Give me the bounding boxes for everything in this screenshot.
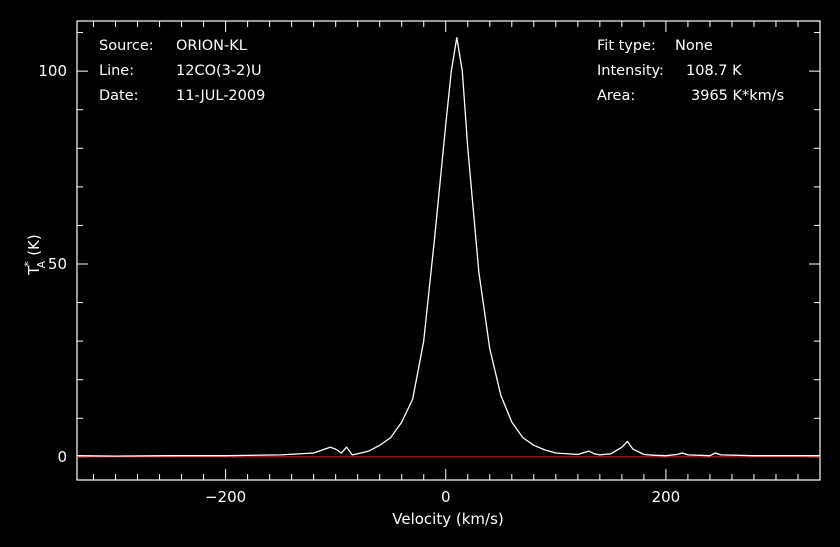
date-key: Date: <box>99 88 139 104</box>
intensity-value: 108.7 K <box>686 63 742 79</box>
line-key: Line: <box>99 63 134 79</box>
source-value: ORION-KL <box>176 38 247 54</box>
y-tick-label: 0 <box>57 448 67 466</box>
x-axis-title: Velocity (km/s) <box>392 510 503 528</box>
line-value: 12CO(3-2)U <box>176 63 262 79</box>
y-axis-title-main: T <box>25 265 43 276</box>
intensity-key: Intensity: <box>597 63 664 79</box>
y-tick-label: 50 <box>48 255 67 273</box>
fit-type-key: Fit type: <box>597 38 656 54</box>
area-key: Area: <box>597 88 635 104</box>
tick-labels: −200 0 200 0 50 100 <box>38 62 680 506</box>
fit-type-value: None <box>675 38 713 54</box>
date-value: 11-JUL-2009 <box>176 88 265 104</box>
y-axis-title-sup: * <box>22 261 35 267</box>
info-left: Source: ORION-KL Line: 12CO(3-2)U Date: … <box>99 38 265 104</box>
y-axis-title-sub: A <box>35 260 48 268</box>
x-tick-label: 0 <box>441 488 451 506</box>
axis-ticks <box>77 21 821 480</box>
y-axis-title-text: T*A (K) <box>22 234 48 276</box>
spectrum-line <box>76 36 820 457</box>
y-axis-title: T*A (K) <box>22 234 48 276</box>
area-value: 3965 K*km/s <box>691 88 784 104</box>
info-right: Fit type: None Intensity: 108.7 K Area: … <box>597 38 784 104</box>
x-tick-label: 200 <box>652 488 681 506</box>
source-key: Source: <box>99 38 154 54</box>
plot-frame <box>76 20 821 481</box>
x-tick-label: −200 <box>205 488 246 506</box>
y-axis-title-unit: (K) <box>25 234 43 256</box>
y-tick-label: 100 <box>38 62 67 80</box>
